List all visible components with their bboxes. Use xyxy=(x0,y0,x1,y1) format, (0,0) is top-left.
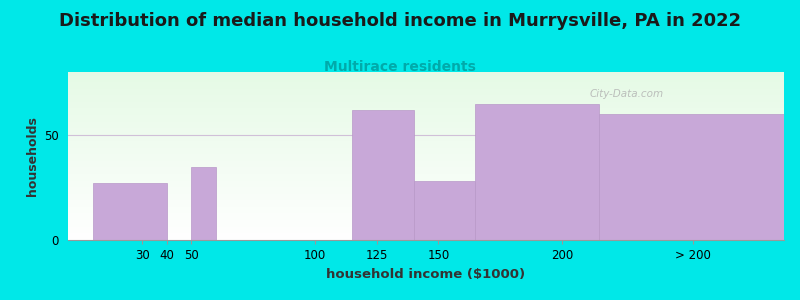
X-axis label: household income ($1000): household income ($1000) xyxy=(326,268,526,281)
Bar xyxy=(352,110,414,240)
Text: Distribution of median household income in Murrysville, PA in 2022: Distribution of median household income … xyxy=(59,12,741,30)
Bar xyxy=(475,103,599,240)
Text: Multirace residents: Multirace residents xyxy=(324,60,476,74)
Bar xyxy=(599,114,784,240)
Y-axis label: households: households xyxy=(26,116,38,196)
Bar xyxy=(191,167,216,240)
Bar xyxy=(414,181,475,240)
Bar xyxy=(93,183,166,240)
Text: City-Data.com: City-Data.com xyxy=(590,89,663,99)
